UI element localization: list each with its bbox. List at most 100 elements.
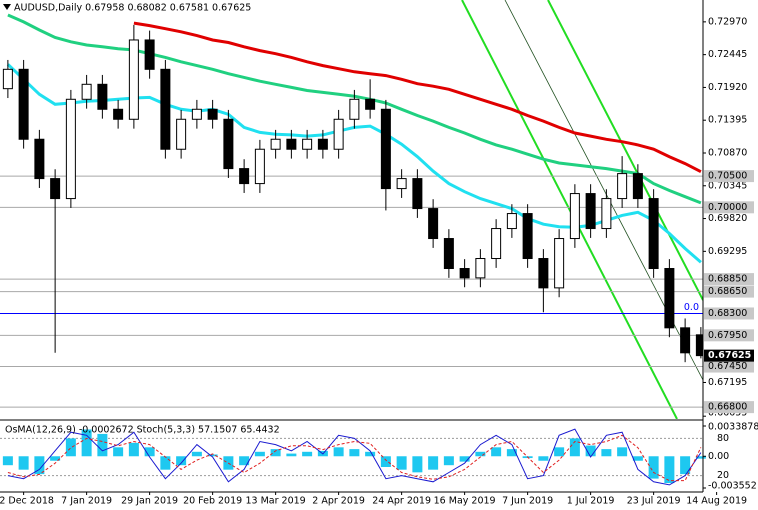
candle-body: [365, 98, 376, 110]
osma-bar: [113, 447, 124, 457]
osma-bar: [2, 456, 13, 466]
osma-bar: [97, 433, 108, 457]
candle-body: [664, 268, 675, 329]
candle-body: [695, 334, 703, 357]
candle-body: [191, 108, 202, 120]
level-label: 0.67950: [708, 330, 747, 341]
stoch-tick-label: 80: [717, 433, 729, 444]
candle-body: [349, 98, 360, 120]
candle-body: [128, 39, 139, 120]
osma-bar: [18, 456, 29, 470]
current-price-label: 0.67625: [708, 350, 751, 361]
candle-body: [428, 208, 439, 240]
level-label: 0.70000: [708, 202, 747, 213]
candle-body: [223, 118, 234, 170]
candle-body: [648, 198, 659, 270]
candle-body: [585, 193, 596, 230]
trend-line: [461, 0, 678, 419]
osma-bar: [239, 456, 250, 466]
price-panel: [0, 0, 703, 419]
osma-bar: [365, 451, 376, 457]
candle-body: [176, 118, 187, 150]
candle-body: [380, 108, 391, 190]
candle-body: [491, 228, 502, 260]
osma-bar: [160, 456, 171, 470]
indicator-panel: [0, 428, 706, 486]
candle-body: [412, 178, 423, 210]
osma-bar: [349, 449, 360, 457]
level-label-box: [704, 201, 754, 214]
osma-bar: [65, 438, 76, 457]
candle-body: [81, 83, 92, 100]
osma-bar: [176, 456, 187, 466]
osma-bar: [333, 447, 344, 457]
y-tick-label: 0.67195: [708, 377, 747, 388]
level-label-box: [704, 273, 754, 286]
osma-bar: [302, 451, 313, 457]
stoch-main: [7, 428, 702, 486]
candle-body: [286, 138, 297, 150]
osma-bar: [428, 456, 439, 470]
trend-line: [547, 0, 703, 301]
y-tick-label: 0.72445: [708, 49, 747, 60]
y-tick-label: 0.69295: [708, 246, 747, 257]
candle-body: [617, 173, 628, 200]
osma-bar: [443, 456, 454, 466]
osma-bar: [396, 456, 407, 470]
x-tick-label: 1 Jul 2019: [567, 496, 615, 507]
candle-body: [333, 118, 344, 150]
osma-bar: [270, 449, 281, 457]
osma-bar: [475, 451, 486, 457]
candle-body: [443, 238, 454, 270]
level-label: 0.67450: [708, 361, 747, 372]
fib-label: 0.0: [684, 302, 699, 313]
x-tick-label: 23 Jul 2019: [627, 496, 681, 507]
current-price-box: [704, 349, 754, 362]
candle-body: [65, 98, 76, 200]
x-tick-label: 7 Jan 2019: [61, 496, 112, 507]
candle-body: [144, 39, 155, 70]
level-label-box: [704, 360, 754, 373]
osma-bar: [459, 456, 470, 462]
osma-tick-label: 0.00: [708, 451, 729, 462]
y-tick-label: 0.69820: [708, 213, 747, 224]
candle-body: [632, 173, 643, 200]
osma-bar: [617, 447, 628, 457]
osma-bar: [632, 456, 643, 461]
candle-body: [538, 258, 549, 289]
level-label: 0.66800: [708, 402, 747, 413]
osma-bar: [491, 447, 502, 457]
candle-body: [396, 178, 407, 190]
candle-body: [475, 258, 486, 279]
osma-bar: [601, 449, 612, 457]
osma-bar: [207, 454, 218, 457]
candle-body: [459, 268, 470, 279]
chart-title: AUDUSD,Daily 0.67958 0.68082 0.67581 0.6…: [14, 3, 251, 14]
x-tick-label: 29 Jan 2019: [121, 496, 178, 507]
level-label-box: [704, 329, 754, 342]
osma-bar: [191, 451, 202, 457]
osma-bar: [569, 438, 580, 457]
y-tick-label: 0.71395: [708, 115, 747, 126]
candle-body: [506, 213, 517, 230]
osma-bar: [34, 456, 45, 475]
x-tick-label: 2 Apr 2019: [312, 496, 365, 507]
candle-body: [97, 83, 108, 110]
x-tick-label: 24 Apr 2019: [372, 496, 431, 507]
level-label-box: [704, 401, 754, 414]
candle-body: [270, 138, 281, 150]
osma-tick-label: 0.0033878: [708, 422, 758, 433]
x-tick-label: 14 Aug 2019: [686, 496, 747, 507]
menu-arrow[interactable]: [3, 4, 11, 10]
candle-body: [569, 193, 580, 240]
x-tick-label: 12 Dec 2018: [0, 496, 54, 507]
candle-body: [50, 178, 61, 200]
osma-bar: [538, 456, 549, 461]
level-label: 0.68650: [708, 286, 747, 297]
stoch-tick-label: 20: [717, 470, 729, 481]
osma-bar: [648, 456, 659, 479]
x-tick-label: 7 Jun 2019: [502, 496, 553, 507]
osma-bar: [128, 442, 139, 457]
osma-bar: [695, 456, 706, 459]
